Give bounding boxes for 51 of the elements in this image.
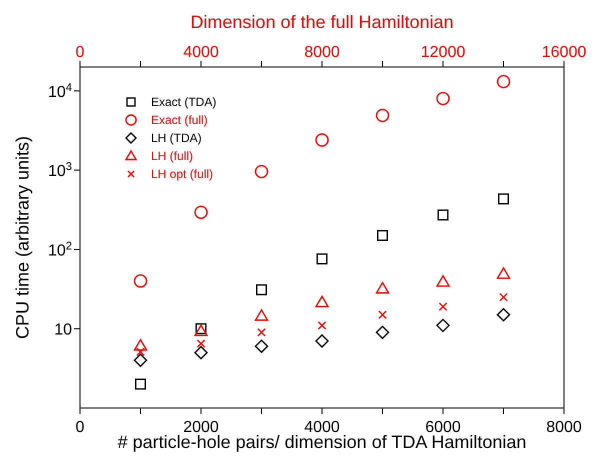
point (496, 74, 510, 88)
point (196, 339, 206, 348)
legend-label: LH opt (full) (151, 166, 214, 183)
legend-label: Exact (TDA) (151, 94, 216, 111)
y-tick-label: 10$^{3}$ (48, 161, 72, 180)
point (194, 206, 208, 219)
legend-label: Exact (full) (151, 112, 208, 129)
point (438, 209, 448, 220)
point (315, 334, 329, 348)
point (254, 340, 268, 354)
point (499, 292, 508, 302)
point (376, 326, 390, 340)
point (376, 108, 390, 122)
point (378, 310, 387, 320)
x2-tick-label: 0 (76, 44, 85, 61)
point (376, 282, 390, 294)
y-tick-label: 10$^{4}$ (48, 82, 72, 101)
point (316, 253, 328, 264)
x2-axis-title: Dimension of the full Hamiltonian (190, 12, 454, 32)
point (496, 308, 510, 322)
point (136, 348, 145, 356)
point (498, 193, 509, 204)
point (436, 318, 450, 332)
point (438, 302, 448, 311)
point (254, 309, 268, 321)
point (134, 274, 148, 288)
point (134, 339, 148, 351)
point (315, 133, 329, 147)
legend-label: LH (full) (151, 148, 194, 165)
point (257, 328, 266, 337)
point (134, 354, 148, 367)
point (318, 321, 326, 330)
x-tick-label: 8000 (546, 419, 582, 436)
legend-label: LH (TDA) (151, 130, 202, 147)
point (194, 346, 208, 360)
point (256, 284, 267, 296)
point (254, 164, 268, 178)
x2-tick-label: 8000 (304, 44, 340, 61)
x2-tick-label: 16000 (542, 44, 586, 61)
point (496, 267, 510, 279)
y-tick-label: 10 (54, 322, 72, 339)
x2-tick-label: 4000 (183, 44, 219, 61)
point (315, 296, 329, 308)
point (436, 92, 450, 106)
point (377, 230, 388, 241)
y-tick-label: 10$^{2}$ (48, 240, 72, 260)
point (436, 275, 450, 287)
x2-tick-label: 12000 (420, 44, 466, 61)
x-tick-label: 0 (76, 419, 85, 436)
point (135, 378, 146, 390)
y-axis-title: CPU time (arbitrary units) (12, 136, 32, 340)
